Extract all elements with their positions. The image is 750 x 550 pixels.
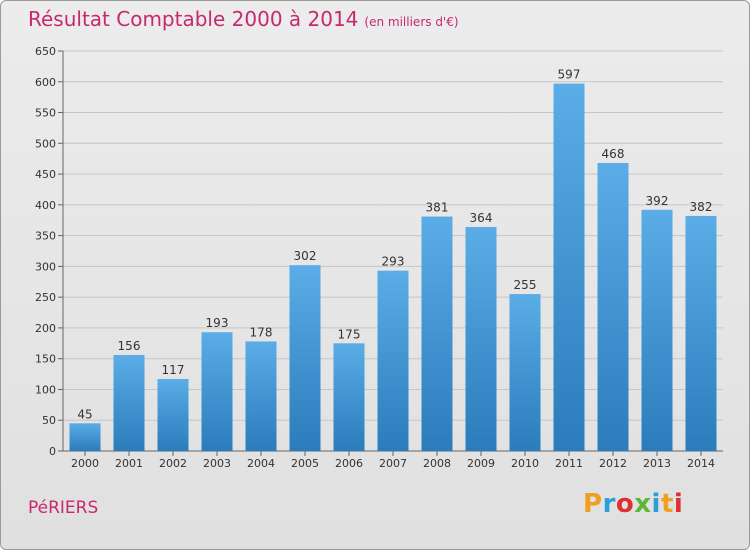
logo-letter: x <box>634 489 652 519</box>
bar <box>113 355 145 451</box>
x-tick-label: 2007 <box>379 457 407 470</box>
x-tick-label: 2008 <box>423 457 451 470</box>
logo-letter: i <box>651 489 661 519</box>
data-label: 364 <box>470 211 493 225</box>
bar <box>289 265 321 451</box>
y-tick-label: 150 <box>35 353 56 366</box>
chart-subtitle: (en milliers d'€) <box>364 15 459 29</box>
chart-title: Résultat Comptable 2000 à 2014 (en millie… <box>28 7 459 31</box>
y-tick-label: 200 <box>35 322 56 335</box>
bar <box>465 227 497 451</box>
bar <box>421 216 453 451</box>
y-tick-label: 350 <box>35 230 56 243</box>
y-tick-label: 300 <box>35 260 56 273</box>
x-tick-label: 2009 <box>467 457 495 470</box>
x-tick-label: 2001 <box>115 457 143 470</box>
bar <box>245 341 277 451</box>
bar <box>553 83 585 451</box>
data-label: 117 <box>162 363 185 377</box>
y-tick-label: 50 <box>42 414 56 427</box>
x-tick-label: 2013 <box>643 457 671 470</box>
logo-letter: r <box>602 489 616 519</box>
city-name: PéRIERS <box>28 498 99 518</box>
y-tick-label: 0 <box>49 445 56 458</box>
x-tick-label: 2014 <box>687 457 715 470</box>
y-tick-label: 550 <box>35 107 56 120</box>
y-tick-label: 650 <box>35 45 56 58</box>
y-tick-label: 600 <box>35 76 56 89</box>
data-label: 381 <box>426 201 449 215</box>
data-label: 175 <box>338 327 361 341</box>
bar <box>641 209 673 451</box>
data-label: 255 <box>514 278 537 292</box>
bar <box>69 423 101 451</box>
x-tick-label: 2003 <box>203 457 231 470</box>
chart-title-text: Résultat Comptable 2000 à 2014 <box>28 7 359 31</box>
logo-letter: P <box>583 489 603 519</box>
bar <box>597 163 629 451</box>
y-tick-label: 250 <box>35 291 56 304</box>
data-label: 468 <box>602 147 625 161</box>
bar <box>201 332 233 451</box>
y-tick-label: 450 <box>35 168 56 181</box>
x-tick-label: 2012 <box>599 457 627 470</box>
y-tick-label: 500 <box>35 137 56 150</box>
x-tick-label: 2006 <box>335 457 363 470</box>
y-tick-label: 400 <box>35 199 56 212</box>
x-tick-label: 2005 <box>291 457 319 470</box>
x-tick-label: 2000 <box>71 457 99 470</box>
bar <box>333 343 365 451</box>
data-label: 597 <box>558 68 581 82</box>
data-label: 45 <box>77 407 92 421</box>
data-label: 193 <box>206 316 229 330</box>
data-label: 382 <box>690 200 713 214</box>
bar <box>377 270 409 451</box>
data-label: 178 <box>250 325 273 339</box>
x-tick-label: 2010 <box>511 457 539 470</box>
logo-letter: t <box>660 489 674 519</box>
bar <box>157 379 189 451</box>
logo-letter: i <box>673 489 684 519</box>
x-tick-label: 2004 <box>247 457 275 470</box>
logo-letter: o <box>615 489 635 519</box>
x-tick-label: 2002 <box>159 457 187 470</box>
bar <box>685 215 717 451</box>
proxiti-logo: Proxiti <box>583 489 683 519</box>
bar <box>509 294 541 451</box>
data-label: 293 <box>382 255 405 269</box>
data-label: 392 <box>646 194 669 208</box>
x-tick-label: 2011 <box>555 457 583 470</box>
y-tick-label: 100 <box>35 383 56 396</box>
data-label: 302 <box>294 249 317 263</box>
data-label: 156 <box>118 339 141 353</box>
